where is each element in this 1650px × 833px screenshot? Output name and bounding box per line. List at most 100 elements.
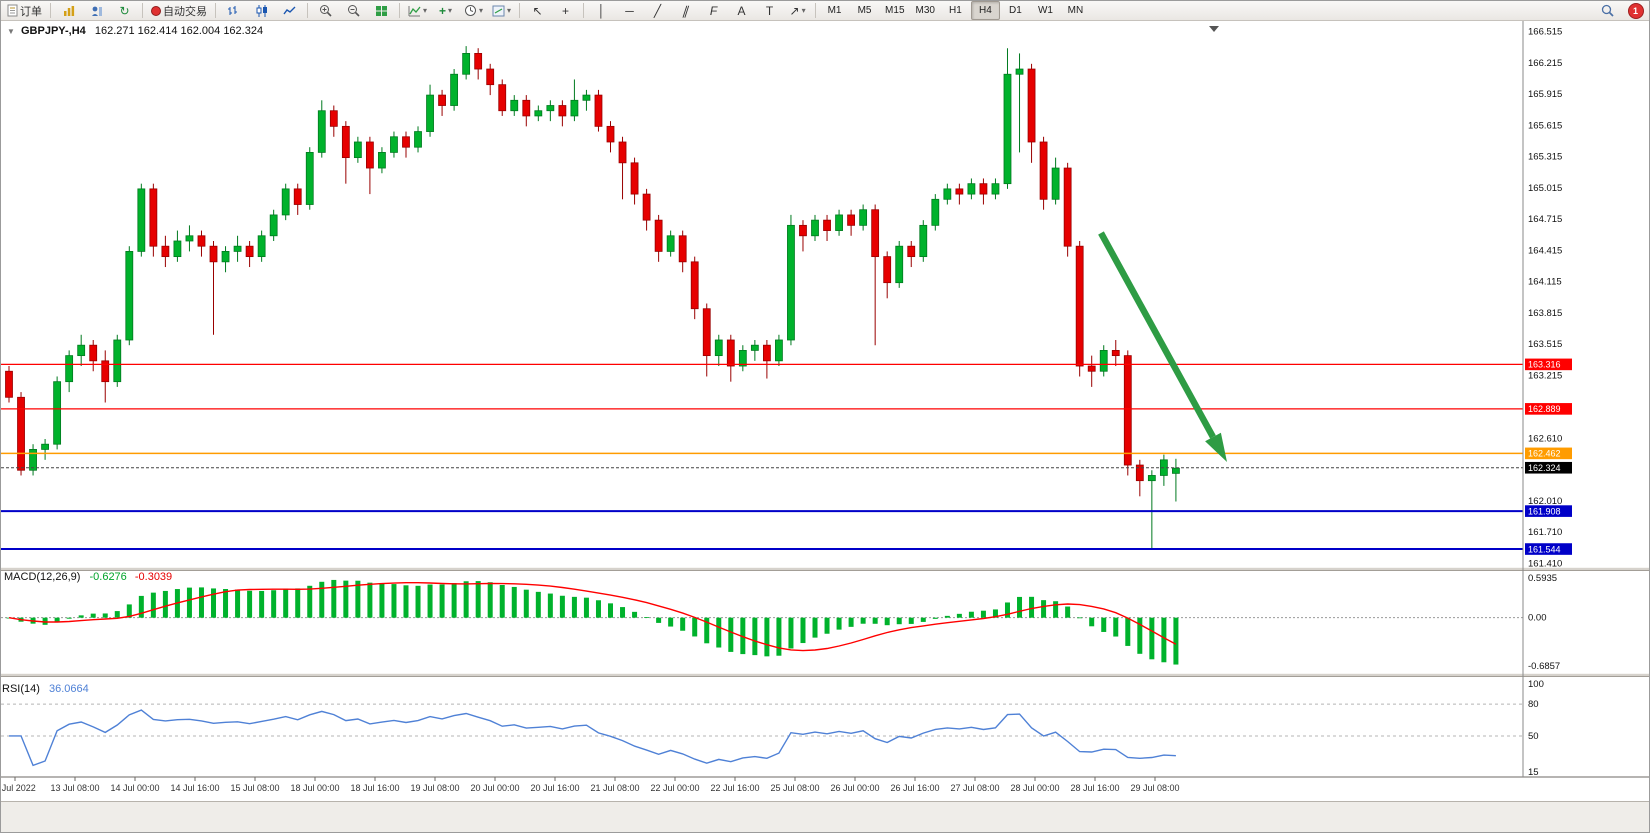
data-window-button[interactable] — [83, 1, 110, 20]
macd-histogram-bar — [1017, 596, 1023, 618]
candle-body — [293, 188, 302, 205]
macd-histogram-bar — [620, 607, 626, 618]
candle-body — [173, 240, 182, 258]
macd-histogram-bar — [788, 617, 794, 649]
period-button[interactable]: ▾ — [460, 1, 487, 20]
crosshair-button[interactable]: + — [552, 1, 579, 20]
label-tool-button[interactable]: T — [756, 1, 783, 20]
macd-histogram-bar — [379, 583, 385, 618]
line-chart-button[interactable] — [276, 1, 303, 20]
cursor-icon: ↖ — [532, 3, 543, 18]
timeframe-h1-button[interactable]: H1 — [949, 5, 962, 16]
candle-body — [919, 224, 928, 258]
toolbar-separator — [50, 3, 51, 18]
timeframe-w1-button[interactable]: W1 — [1037, 5, 1053, 16]
price-badge: 162.462 — [1525, 447, 1572, 460]
macd-histogram-bar — [1053, 601, 1059, 618]
new-order-button[interactable]: 订单 — [3, 1, 46, 20]
timeframe-m30-button[interactable]: M30 — [915, 5, 935, 16]
timeframe-h4-button[interactable]: H4 — [970, 1, 1000, 20]
status-strip — [1, 801, 1649, 832]
panel-separator — [1, 673, 1649, 677]
candle-body — [690, 261, 699, 310]
candle-body — [402, 136, 410, 148]
macd-histogram-bar — [66, 617, 72, 619]
market-watch-button[interactable] — [55, 1, 82, 20]
price-badge: 161.908 — [1525, 505, 1572, 517]
tile-windows-button[interactable] — [368, 1, 395, 20]
horizontal-line-tool-button[interactable]: ─ — [616, 1, 643, 20]
candle-body — [77, 344, 86, 357]
macd-histogram-bar — [547, 593, 553, 618]
candle-body — [787, 224, 795, 341]
candle-body — [1051, 167, 1060, 200]
timeframe-m5-button[interactable]: M5 — [857, 5, 872, 16]
chart-canvas[interactable]: 166.515 166.215 165.915 165.615 165.315 165.0… — [1, 21, 1650, 801]
candlestick-chart-button[interactable] — [248, 1, 275, 20]
candle-body — [269, 214, 278, 237]
candle-body — [317, 110, 326, 153]
timeframe-m15-button[interactable]: M15 — [885, 5, 905, 16]
vertical-line-tool-button[interactable]: │ — [588, 1, 615, 20]
time-tick-label: 20 Jul 16:00 — [530, 783, 579, 793]
timeframe-m1-button[interactable]: M1 — [827, 5, 842, 16]
timeframe-d1-button[interactable]: D1 — [1009, 5, 1022, 16]
candle-body — [245, 245, 254, 258]
indicators-icon — [408, 5, 421, 16]
macd-signal-value: -0.3039 — [134, 571, 173, 583]
zoom-out-icon — [348, 5, 360, 17]
bar-chart-button[interactable] — [220, 1, 247, 20]
macd-histogram-bar — [1101, 617, 1107, 632]
channel-tool-button[interactable]: ∥ — [672, 1, 699, 20]
arrows-tool-button[interactable]: ↗ ▾ — [784, 1, 811, 20]
cursor-button[interactable]: ↖ — [524, 1, 551, 20]
dropdown-caret-icon: ▾ — [507, 6, 512, 15]
macd-histogram-bar — [523, 589, 529, 618]
template-button[interactable]: ▾ — [488, 1, 515, 20]
refresh-icon: ↻ — [119, 3, 130, 18]
macd-histogram-bar — [716, 617, 722, 648]
candle-body — [738, 350, 747, 367]
notification-button[interactable]: 1 — [1622, 1, 1649, 20]
macd-histogram-bar — [824, 617, 830, 634]
trendline-tool-button[interactable]: ╱ — [644, 1, 671, 20]
timeframe-mn-button[interactable]: MN — [1067, 5, 1084, 16]
add-indicator-button[interactable]: + ▾ — [432, 1, 459, 20]
candle-body — [654, 219, 663, 252]
macd-histogram-bar — [1004, 602, 1010, 618]
macd-panel: 0.5935 0.00 -0.6857 — [1, 573, 1560, 672]
time-tick-label: 5 Jul 2022 — [1, 783, 36, 793]
macd-histogram-bar — [740, 617, 746, 655]
price-tick-label: 166.515 — [1528, 27, 1562, 38]
text-tool-button[interactable]: A — [728, 1, 755, 20]
macd-histogram-bar — [704, 617, 710, 644]
one-click-trading-icon[interactable]: ▼ — [7, 27, 15, 36]
candle-body — [53, 381, 62, 445]
refresh-button[interactable]: ↻ — [111, 1, 138, 20]
candle-body — [726, 339, 735, 367]
zoom-in-button[interactable] — [312, 1, 339, 20]
macd-histogram-bar — [1077, 617, 1083, 619]
macd-histogram-bar — [487, 582, 493, 618]
time-tick-label: 28 Jul 16:00 — [1070, 783, 1119, 793]
macd-histogram-bar — [872, 617, 878, 624]
candle-body — [65, 355, 74, 383]
trend-arrow — [1098, 231, 1227, 462]
candle-body — [1147, 475, 1156, 482]
time-tick-label: 22 Jul 00:00 — [650, 783, 699, 793]
zoom-out-button[interactable] — [340, 1, 367, 20]
indicators-list-button[interactable]: ▾ — [404, 1, 431, 20]
candle-body — [486, 68, 495, 86]
autotrading-button[interactable]: 自动交易 — [147, 1, 211, 20]
search-button[interactable] — [1594, 1, 1621, 20]
macd-histogram-bar — [427, 584, 433, 618]
price-tick-label: 162.610 — [1528, 433, 1562, 444]
candle-body — [281, 188, 290, 216]
macd-histogram-bar — [980, 610, 986, 618]
macd-histogram-bar — [812, 617, 818, 638]
macd-histogram-bar — [776, 617, 782, 656]
candle-body — [522, 99, 531, 117]
price-badge-bg — [1525, 358, 1572, 371]
candle-body — [630, 162, 639, 195]
fibonacci-tool-button[interactable]: F — [700, 1, 727, 20]
